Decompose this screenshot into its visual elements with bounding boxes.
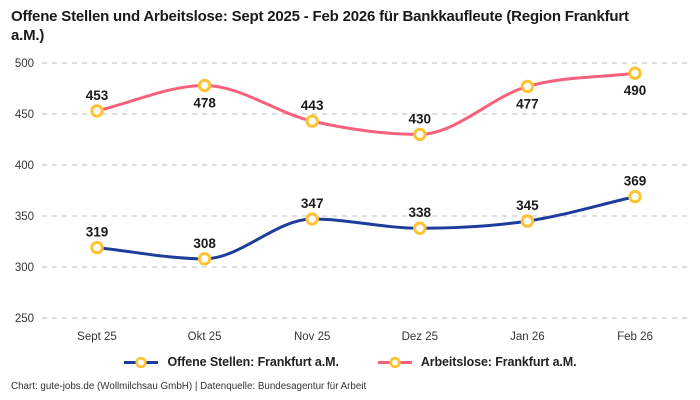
data-point-marker (197, 252, 212, 266)
y-axis-tick-label: 350 (15, 211, 34, 223)
legend-marker-icon (135, 356, 148, 368)
data-point-label: 345 (516, 198, 539, 213)
legend-swatch-line-marker-icon (124, 356, 159, 368)
y-axis-tick-label: 400 (15, 160, 34, 172)
x-axis-tick-label: Jan 26 (510, 331, 545, 343)
data-point-marker (197, 78, 212, 93)
data-point-marker (90, 241, 104, 255)
data-point-label: 443 (301, 98, 324, 113)
x-axis-tick-label: Okt 25 (188, 331, 222, 343)
chart-plot-area: 250 300 350 400 450 500 Sept 25 Okt 25 Nov 25 Dez… (0, 46, 700, 351)
line-chart-canvas: 250 300 350 400 450 500 Sept 25 Okt 25 Nov 25 Dez… (15, 58, 692, 343)
x-axis-tick-label: Dez 25 (402, 331, 438, 343)
legend-label-arbeitslose: Arbeitslose: Frankfurt a.M. (420, 355, 577, 370)
data-point-label: 347 (301, 196, 324, 211)
series-line (95, 195, 637, 261)
y-axis-tick-label: 250 (15, 313, 34, 325)
y-axis-tick-label: 500 (15, 58, 34, 70)
x-axis-tick-label: Nov 25 (294, 331, 330, 343)
data-point-marker (628, 190, 642, 204)
legend-label-offene-stellen: Offene Stellen: Frankfurt a.M. (167, 355, 339, 370)
data-point-marker (520, 214, 535, 228)
data-point-label: 477 (516, 97, 539, 112)
data-point-marker (520, 79, 535, 94)
chart-title: Offene Stellen und Arbeitslose: Sept 202… (11, 8, 629, 45)
data-point-marker (413, 221, 427, 236)
data-point-label: 369 (624, 174, 647, 189)
legend-swatch-line-marker-icon (377, 356, 412, 368)
data-point-marker (413, 127, 427, 142)
data-point-label: 453 (86, 88, 109, 103)
x-axis-tick-label: Sept 25 (77, 331, 117, 343)
data-point-label: 430 (409, 111, 432, 126)
y-axis-tick-label: 300 (15, 262, 34, 274)
y-axis-tick-label: 450 (15, 109, 34, 121)
data-point-label: 490 (624, 83, 647, 98)
data-point-marker (628, 66, 642, 80)
chart-legend: Offene Stellen: Frankfurt a.M. Arbeitslo… (0, 352, 700, 372)
series-line (95, 71, 637, 136)
data-point-label: 338 (409, 205, 432, 220)
chart-source-attribution: Chart: gute-jobs.de (Wollmilchsau GmbH) … (11, 381, 367, 393)
data-point-label: 308 (193, 236, 216, 251)
legend-item-offene-stellen[interactable]: Offene Stellen: Frankfurt a.M. (123, 355, 339, 370)
x-axis-tick-label: Feb 26 (617, 331, 653, 343)
data-point-label: 478 (193, 96, 216, 111)
data-point-marker (305, 212, 319, 226)
legend-marker-icon (389, 356, 401, 368)
data-point-marker (305, 114, 319, 128)
data-point-label: 319 (86, 225, 109, 240)
data-point-marker (90, 104, 104, 118)
legend-item-arbeitslose[interactable]: Arbeitslose: Frankfurt a.M. (377, 355, 577, 369)
